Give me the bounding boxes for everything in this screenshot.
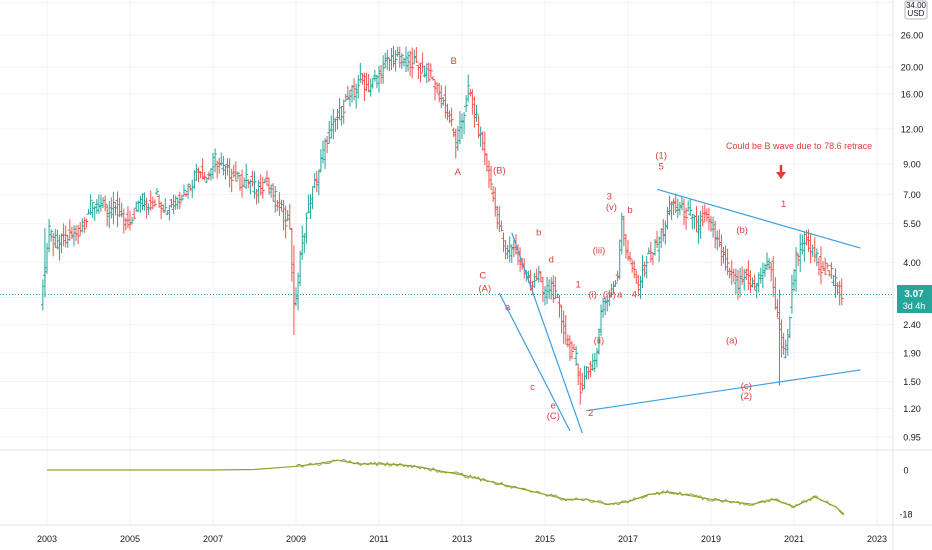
currency-label: 34.00 bbox=[906, 1, 927, 10]
y-tick-label: 9.00 bbox=[903, 159, 921, 169]
x-tick-label: 2017 bbox=[618, 534, 638, 544]
wave-label: (iv) bbox=[603, 289, 616, 300]
indicator-pane bbox=[47, 458, 845, 516]
wave-label: b bbox=[627, 205, 632, 216]
y-tick-label: 5.50 bbox=[903, 219, 921, 229]
x-tick-label: 2019 bbox=[701, 534, 721, 544]
y-tick-label: 1.50 bbox=[903, 377, 921, 387]
wave-label: b bbox=[536, 227, 541, 238]
indicator-detail-line bbox=[295, 458, 845, 516]
wave-label: 2 bbox=[588, 408, 593, 419]
x-tick-label: 2005 bbox=[120, 534, 140, 544]
wave-label: (b) bbox=[736, 225, 748, 236]
wave-label: B bbox=[451, 56, 457, 67]
y-tick-label: 1.20 bbox=[903, 404, 921, 414]
wave-label: C bbox=[479, 271, 486, 282]
price-label-box bbox=[897, 285, 932, 313]
x-tick-label: 2009 bbox=[286, 534, 306, 544]
trend-line bbox=[656, 188, 861, 249]
y-tick-label: 7.00 bbox=[903, 190, 921, 200]
wave-label: (v) bbox=[606, 202, 617, 213]
wave-label: (iii) bbox=[593, 246, 606, 257]
annotation-note: Could be B wave due to 78.6 retrace bbox=[726, 141, 872, 151]
grid bbox=[0, 0, 893, 525]
currency-box[interactable] bbox=[904, 0, 928, 20]
wave-label: (i) bbox=[588, 289, 596, 300]
wave-label: (a) bbox=[726, 336, 738, 347]
trend-line bbox=[511, 232, 583, 434]
x-tick-label: 2013 bbox=[452, 534, 472, 544]
indicator-tick-label: 0 bbox=[903, 466, 908, 476]
wave-label: (ii) bbox=[594, 336, 605, 347]
last-price-label: 3.07 bbox=[904, 289, 924, 300]
wave-label: (1) bbox=[655, 151, 667, 162]
wave-label: (A) bbox=[478, 283, 491, 294]
wave-label: a bbox=[505, 302, 511, 313]
wave-label: 1 bbox=[576, 280, 581, 291]
y-tick-label: 1.90 bbox=[903, 348, 921, 358]
wave-label: (B) bbox=[493, 166, 506, 177]
wave-label: c bbox=[530, 382, 535, 393]
currency-unit: USD bbox=[908, 9, 925, 18]
y-tick-label: 4.00 bbox=[903, 258, 921, 268]
wave-label: (C) bbox=[547, 411, 560, 422]
wave-label: e bbox=[551, 401, 556, 412]
y-tick-label: 0.95 bbox=[903, 433, 921, 443]
wave-label: A bbox=[455, 167, 462, 178]
y-tick-label: 2.40 bbox=[903, 320, 921, 330]
countdown-label: 3d 4h bbox=[903, 301, 926, 311]
y-tick-label: 12.00 bbox=[901, 124, 924, 134]
indicator-tick-label: -18 bbox=[899, 510, 912, 520]
trend-line bbox=[498, 293, 571, 432]
down-arrow-head-icon bbox=[776, 172, 786, 179]
y-tick-label: 20.00 bbox=[901, 62, 924, 72]
wave-label: d bbox=[549, 254, 554, 265]
trend-line bbox=[586, 369, 861, 412]
y-tick-label: 16.00 bbox=[901, 89, 924, 99]
x-tick-label: 2007 bbox=[203, 534, 223, 544]
wave-label: 5 bbox=[659, 161, 664, 172]
x-tick-label: 2011 bbox=[369, 534, 388, 544]
x-tick-label: 2021 bbox=[784, 534, 804, 544]
x-tick-label: 2015 bbox=[535, 534, 555, 544]
wave-label: a bbox=[617, 289, 623, 300]
y-tick-label: 26.00 bbox=[901, 31, 924, 41]
x-tick-label: 2023 bbox=[867, 534, 887, 544]
wave-labels: A B (B) C(A) a b c d e(C) 1 2 3(v) (iii) (iv) (i) (ii) a… bbox=[451, 56, 787, 422]
indicator-line bbox=[47, 459, 845, 515]
currency-label-top: 34.00 bbox=[906, 1, 927, 10]
wave-label: 1 bbox=[781, 199, 786, 210]
wave-label: 4 bbox=[632, 289, 637, 300]
x-tick-label: 2003 bbox=[37, 534, 57, 544]
price-bars bbox=[0, 45, 893, 405]
wave-label: (2) bbox=[740, 391, 752, 402]
wave-label: 3 bbox=[607, 192, 612, 203]
wave-label: (c) bbox=[741, 381, 752, 392]
trend-lines bbox=[498, 188, 861, 434]
